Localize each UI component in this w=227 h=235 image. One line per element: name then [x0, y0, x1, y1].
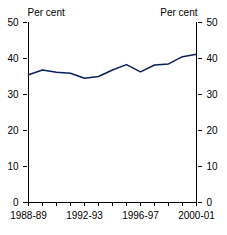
svg-text:10: 10	[7, 161, 19, 172]
svg-text:50: 50	[7, 17, 19, 28]
svg-text:50: 50	[207, 17, 219, 28]
svg-text:Per cent: Per cent	[28, 7, 65, 18]
svg-text:10: 10	[207, 161, 219, 172]
svg-text:0: 0	[13, 197, 19, 208]
svg-text:0: 0	[207, 197, 213, 208]
svg-text:30: 30	[7, 89, 19, 100]
svg-text:40: 40	[7, 53, 19, 64]
svg-text:40: 40	[207, 53, 219, 64]
svg-text:1988-89: 1988-89	[10, 210, 47, 221]
svg-text:20: 20	[7, 125, 19, 136]
svg-text:1996-97: 1996-97	[122, 210, 159, 221]
svg-text:20: 20	[207, 125, 219, 136]
svg-text:30: 30	[207, 89, 219, 100]
svg-text:2000-01: 2000-01	[178, 210, 215, 221]
svg-text:1992-93: 1992-93	[66, 210, 103, 221]
svg-text:Per cent: Per cent	[160, 7, 197, 18]
